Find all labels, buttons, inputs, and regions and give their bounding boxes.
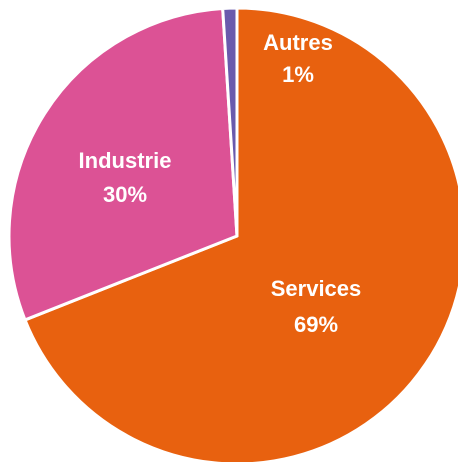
slice-label: Autres bbox=[263, 30, 333, 55]
slice-label: Services bbox=[271, 276, 362, 301]
pie-slice bbox=[23, 6, 458, 462]
pie-slice bbox=[7, 6, 239, 322]
slice-value-label: 1% bbox=[282, 62, 314, 87]
pie-slice bbox=[221, 6, 239, 238]
slice-label: Industrie bbox=[79, 148, 172, 173]
slice-value-label: 69% bbox=[294, 312, 338, 337]
slice-value-label: 30% bbox=[103, 182, 147, 207]
